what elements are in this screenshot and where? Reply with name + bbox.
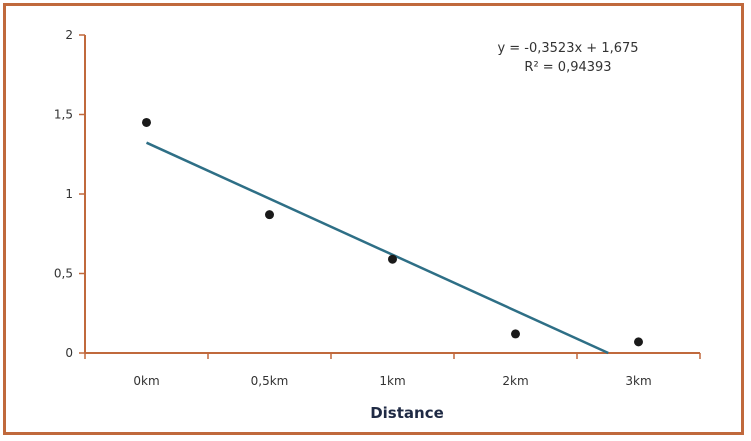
y-tick-label: 0,5 xyxy=(54,267,73,281)
axes xyxy=(79,34,701,359)
data-points xyxy=(142,117,643,347)
y-tick-label: 0 xyxy=(65,346,73,360)
y-tick-label: 2 xyxy=(65,28,73,42)
data-point xyxy=(634,337,643,347)
y-tick-label: 1,5 xyxy=(54,108,73,122)
trendline xyxy=(145,141,609,355)
y-tick-labels: 0 0,5 1 1,5 2 xyxy=(54,28,73,360)
x-tick-label: 1km xyxy=(379,374,405,388)
chart-frame xyxy=(3,3,744,435)
data-point xyxy=(511,329,520,339)
trendline-segment xyxy=(145,141,609,355)
x-tick-label: 2km xyxy=(502,374,528,388)
y-tick-label: 1 xyxy=(65,187,73,201)
x-tick-label: 3km xyxy=(625,374,651,388)
x-tick-label: 0,5km xyxy=(251,374,289,388)
trendline-equation: y = -0,3523x + 1,675 xyxy=(497,41,638,56)
trendline-r2: R² = 0,94393 xyxy=(524,60,611,75)
data-point xyxy=(142,117,151,127)
x-tick-label: 0km xyxy=(133,374,159,388)
x-axis-label: Distance xyxy=(370,404,444,422)
data-point xyxy=(265,210,274,220)
x-tick-labels: 0km 0,5km 1km 2km 3km xyxy=(133,374,651,388)
data-point xyxy=(388,254,397,264)
